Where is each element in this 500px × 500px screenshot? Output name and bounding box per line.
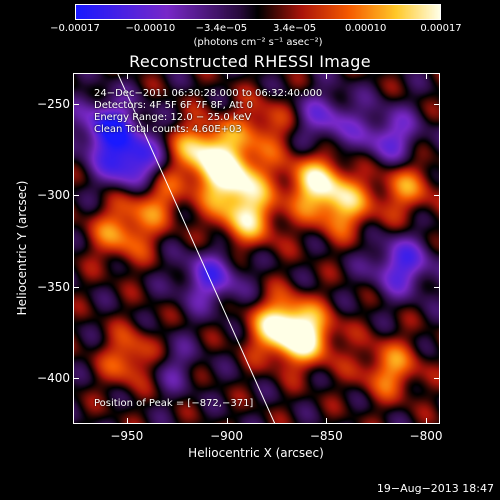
y-tick-label: −300	[37, 188, 70, 203]
plot-overlay	[117, 74, 276, 423]
y-tick-mark	[434, 195, 440, 197]
colorbar-tick-label: −3.4e−05	[195, 23, 248, 34]
y-axis-label: Heliocentric Y (arcsec)	[15, 180, 29, 316]
colorbar-tick-label: 0.00017	[420, 23, 462, 34]
y-tick-label: −250	[37, 97, 70, 112]
colorbar	[75, 4, 441, 20]
x-tick-mark	[126, 418, 128, 424]
x-tick-mark	[226, 418, 228, 424]
peak-annotation: Position of Peak = [−872,−371]	[94, 398, 254, 409]
detectors-annotation: Detectors: 4F 5F 6F 7F 8F, Att 0	[94, 100, 254, 111]
colorbar-tick-label: −0.00010	[125, 23, 176, 34]
x-tick-mark	[426, 418, 428, 424]
y-tick-label: −400	[37, 371, 70, 386]
solar-limb-line	[117, 74, 276, 423]
x-tick-mark	[326, 73, 328, 79]
chart-title: Reconstructed RHESSI Image	[129, 52, 371, 71]
y-tick-mark	[73, 378, 79, 380]
y-tick-mark	[73, 286, 79, 288]
y-tick-mark	[434, 286, 440, 288]
x-tick-mark	[326, 418, 328, 424]
y-tick-label: −350	[37, 279, 70, 294]
y-tick-mark	[73, 195, 79, 197]
colorbar-tick-label: 3.4e−05	[273, 23, 317, 34]
time-range-annotation: 24−Dec−2011 06:30:28.000 to 06:32:40.000	[94, 88, 323, 99]
x-tick-label: −950	[110, 429, 144, 443]
x-tick-label: −900	[210, 429, 244, 443]
x-tick-mark	[226, 73, 228, 79]
x-axis-label: Heliocentric X (arcsec)	[188, 446, 324, 460]
heatmap	[74, 74, 439, 423]
x-tick-mark	[126, 73, 128, 79]
plot-area: 24−Dec−2011 06:30:28.000 to 06:32:40.000…	[73, 73, 440, 424]
y-tick-mark	[434, 104, 440, 106]
x-tick-label: −850	[309, 429, 343, 443]
x-tick-label: −800	[409, 429, 443, 443]
colorbar-tick-label: −0.00017	[50, 23, 100, 34]
method-annotation: Clean Total counts: 4.60E+03	[94, 124, 242, 135]
y-tick-mark	[73, 104, 79, 106]
energy-annotation: Energy Range: 12.0 − 25.0 keV	[94, 112, 252, 123]
colorbar-tick-label: 0.00010	[344, 23, 387, 34]
colorbar-units: (photons cm⁻² s⁻¹ asec⁻²)	[193, 37, 323, 48]
x-tick-mark	[426, 73, 428, 79]
y-tick-mark	[434, 378, 440, 380]
timestamp: 19−Aug−2013 18:47	[376, 482, 494, 495]
